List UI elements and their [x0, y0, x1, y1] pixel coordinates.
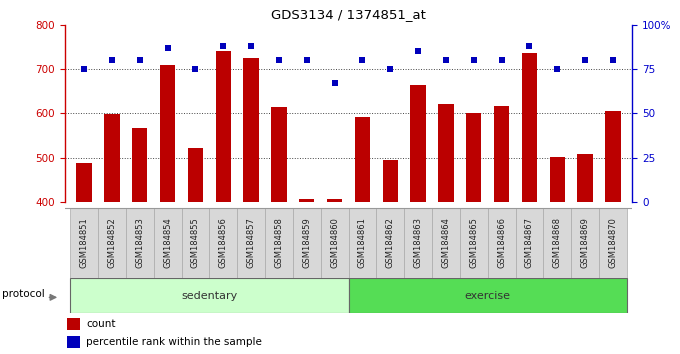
Bar: [182, 208, 209, 278]
Text: GSM184869: GSM184869: [581, 217, 590, 268]
Text: percentile rank within the sample: percentile rank within the sample: [86, 337, 262, 347]
Text: GSM184857: GSM184857: [247, 217, 256, 268]
Bar: [522, 53, 537, 202]
Title: GDS3134 / 1374851_at: GDS3134 / 1374851_at: [271, 8, 426, 21]
Text: GSM184861: GSM184861: [358, 217, 367, 268]
Bar: [466, 113, 481, 202]
Text: GSM184865: GSM184865: [469, 217, 478, 268]
Text: GSM184858: GSM184858: [275, 217, 284, 268]
Bar: [355, 117, 370, 202]
Text: GSM184868: GSM184868: [553, 217, 562, 268]
Bar: [98, 208, 126, 278]
Bar: [543, 208, 571, 278]
Bar: [237, 208, 265, 278]
Bar: [488, 208, 515, 278]
Bar: [126, 208, 154, 278]
Bar: [432, 208, 460, 278]
Text: GSM184851: GSM184851: [80, 217, 88, 268]
Text: sedentary: sedentary: [181, 291, 237, 301]
Bar: [209, 208, 237, 278]
Text: GSM184866: GSM184866: [497, 217, 506, 268]
Text: GSM184860: GSM184860: [330, 217, 339, 268]
Text: GSM184853: GSM184853: [135, 217, 144, 268]
Bar: [348, 278, 627, 313]
Text: count: count: [86, 319, 116, 329]
Bar: [104, 114, 120, 202]
Bar: [216, 51, 231, 202]
Bar: [243, 58, 258, 202]
Bar: [494, 106, 509, 202]
Bar: [76, 163, 92, 202]
Text: GSM184863: GSM184863: [413, 217, 422, 268]
Bar: [460, 208, 488, 278]
Bar: [67, 318, 80, 330]
Bar: [515, 208, 543, 278]
Text: GSM184867: GSM184867: [525, 217, 534, 268]
Bar: [571, 208, 599, 278]
Bar: [376, 208, 404, 278]
Bar: [188, 148, 203, 202]
Text: protocol: protocol: [2, 289, 45, 299]
Bar: [132, 128, 148, 202]
Bar: [70, 208, 98, 278]
Bar: [293, 208, 321, 278]
Bar: [67, 336, 80, 348]
Bar: [271, 107, 286, 202]
Bar: [404, 208, 432, 278]
Bar: [160, 65, 175, 202]
Bar: [599, 208, 627, 278]
Bar: [154, 208, 182, 278]
Text: GSM184862: GSM184862: [386, 217, 395, 268]
Bar: [383, 160, 398, 202]
Text: exercise: exercise: [464, 291, 511, 301]
Text: GSM184854: GSM184854: [163, 217, 172, 268]
Text: GSM184859: GSM184859: [302, 217, 311, 268]
Bar: [348, 208, 376, 278]
Bar: [411, 85, 426, 202]
Bar: [577, 154, 593, 202]
Text: GSM184856: GSM184856: [219, 217, 228, 268]
Text: GSM184870: GSM184870: [609, 217, 617, 268]
Text: GSM184864: GSM184864: [441, 217, 450, 268]
Bar: [70, 278, 348, 313]
Bar: [321, 208, 348, 278]
Bar: [299, 199, 314, 202]
Bar: [265, 208, 293, 278]
Bar: [549, 156, 565, 202]
Text: GSM184852: GSM184852: [107, 217, 116, 268]
Bar: [605, 110, 621, 202]
Bar: [327, 199, 342, 202]
Bar: [439, 104, 454, 202]
Text: GSM184855: GSM184855: [191, 217, 200, 268]
